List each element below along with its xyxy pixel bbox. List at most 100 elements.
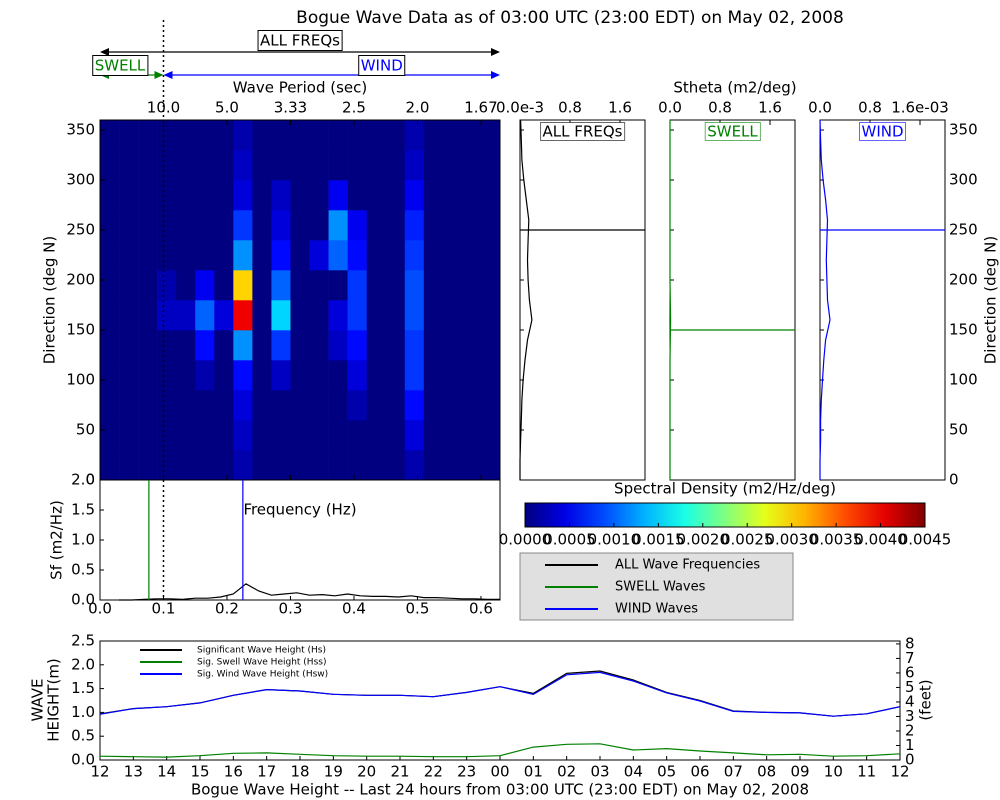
x2-tick-label: 5.0 xyxy=(215,99,239,117)
heatmap-cell xyxy=(271,240,291,271)
heatmap-cell xyxy=(157,450,177,481)
y-tick-label: 150 xyxy=(66,321,95,339)
colorbar-tick-label: 0.0030 xyxy=(765,531,818,549)
y-tick-label: 0.5 xyxy=(71,561,95,579)
heatmap-cell xyxy=(423,360,444,391)
label-box xyxy=(704,122,761,141)
heatmap-cell xyxy=(290,390,310,421)
heatmap-cell xyxy=(176,420,196,451)
y-tick-label: 200 xyxy=(66,271,95,289)
heatmap-cell xyxy=(157,420,177,451)
y-tick-label: 50 xyxy=(949,421,968,439)
heatmap-cell xyxy=(328,210,348,241)
heatmap-cell xyxy=(480,420,501,451)
y-tick-label: 0 xyxy=(949,471,959,489)
heatmap-cell xyxy=(423,330,444,361)
heatmap-cell xyxy=(176,120,196,151)
heatmap-cell xyxy=(233,390,253,421)
heatmap-cell xyxy=(252,210,272,241)
y2-tick-label: 3 xyxy=(905,707,915,725)
heatmap-cell xyxy=(138,120,158,151)
x-tick-label: 02 xyxy=(557,763,576,781)
heatmap-cell xyxy=(442,270,463,301)
x-tick-label: 0.8 xyxy=(558,99,582,117)
heatmap-cell xyxy=(233,330,253,361)
y-tick-label: 1.5 xyxy=(71,501,95,519)
x-tick-label: 0.0e-3 xyxy=(496,99,544,117)
heatmap-cell xyxy=(290,150,310,181)
heatmap-cell xyxy=(233,210,253,241)
heatmap-cell xyxy=(480,270,501,301)
heatmap-cell xyxy=(366,330,387,361)
heatmap-cell xyxy=(423,300,444,331)
heatmap-cell xyxy=(233,360,253,391)
heatmap-cell xyxy=(328,420,348,451)
heatmap-cell xyxy=(176,330,196,361)
heatmap-cell xyxy=(366,210,387,241)
heatmap-cell xyxy=(347,120,367,151)
x-axis-title: Frequency (Hz) xyxy=(243,501,356,519)
heatmap-cell xyxy=(385,180,406,211)
heatmap-cell xyxy=(442,390,463,421)
y-tick-label: 1.5 xyxy=(71,679,95,697)
y-tick-label: 0 xyxy=(85,471,95,489)
heatmap-cell xyxy=(138,360,158,391)
heatmap-cell xyxy=(100,390,120,421)
x-tick-label: 0.1 xyxy=(152,600,176,618)
heatmap-cell xyxy=(290,420,310,451)
heatmap-cell xyxy=(309,120,329,151)
y-tick-label: 250 xyxy=(949,221,978,239)
heatmap-cell xyxy=(138,330,158,361)
heatmap-cell xyxy=(100,240,120,271)
heatmap-cell xyxy=(442,180,463,211)
heatmap-cell xyxy=(480,240,501,271)
heatmap-cell xyxy=(385,120,406,151)
heatmap-cell xyxy=(157,120,177,151)
heatmap-cell xyxy=(423,120,444,151)
heatmap-cell xyxy=(347,240,367,271)
heatmap-cell xyxy=(214,390,234,421)
heatmap-cell xyxy=(366,180,387,211)
range-label: SWELL xyxy=(95,57,146,75)
heatmap-cell xyxy=(157,360,177,391)
heatmap-cell xyxy=(480,180,501,211)
x2-tick-label: 2.0 xyxy=(406,99,430,117)
heatmap-cell xyxy=(290,450,310,481)
heatmap-cell xyxy=(309,360,329,391)
heatmap-cell xyxy=(271,450,291,481)
y2-tick-label: 0 xyxy=(905,751,915,769)
heatmap-cell xyxy=(138,180,158,211)
height-line xyxy=(99,743,901,758)
heatmap-cell xyxy=(214,300,234,331)
heatmap-cell xyxy=(461,270,482,301)
heatmap-cell xyxy=(252,270,272,301)
label-box xyxy=(540,122,626,141)
heatmap-cell xyxy=(138,150,158,181)
heatmap-cell xyxy=(309,390,329,421)
heatmap-cell xyxy=(252,240,272,271)
y2-tick-label: 2 xyxy=(905,721,915,739)
heatmap-cell xyxy=(233,300,253,331)
heatmap-cell xyxy=(366,450,387,481)
heatmap-cell xyxy=(366,360,387,391)
heatmap-cell xyxy=(385,450,406,481)
arrow-head xyxy=(100,48,109,56)
heatmap-cell xyxy=(366,300,387,331)
stheta-title: Stheta (m2/deg) xyxy=(673,79,796,97)
plot-frame xyxy=(819,119,946,481)
y-tick-label: 200 xyxy=(949,271,978,289)
heatmap-cell xyxy=(233,180,253,211)
colorbar-tick-label: 0.0040 xyxy=(854,531,907,549)
heatmap-cell xyxy=(461,450,482,481)
heatmap-cell xyxy=(157,390,177,421)
colorbar-tick-label: 0.0000 xyxy=(499,531,552,549)
heatmap-cell xyxy=(195,330,215,361)
heatmap-cell xyxy=(100,450,120,481)
heatmap-cell xyxy=(252,300,272,331)
x-tick-label: 20 xyxy=(357,763,376,781)
heatmap-cell xyxy=(290,300,310,331)
y-tick-label: 2.0 xyxy=(71,471,95,489)
heatmap-cell xyxy=(366,390,387,421)
height-line xyxy=(99,671,901,717)
heatmap-cell xyxy=(176,240,196,271)
